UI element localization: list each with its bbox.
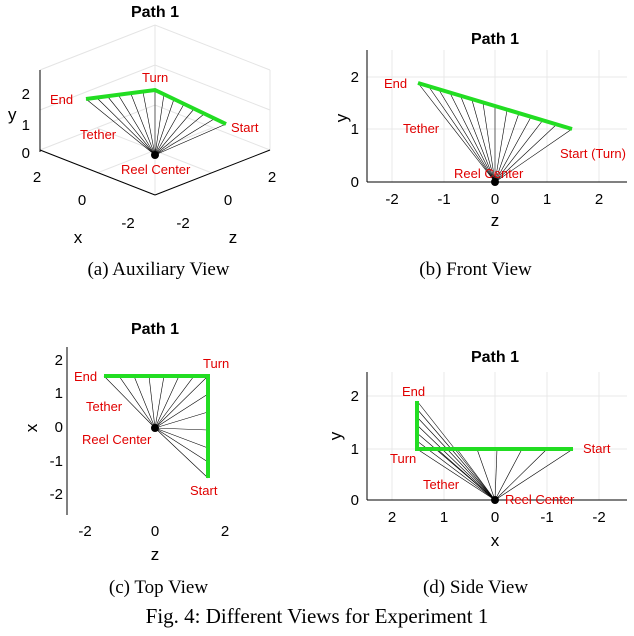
svg-text:0: 0 (491, 191, 499, 208)
svg-text:Tether: Tether (403, 121, 440, 136)
svg-text:Tether: Tether (86, 399, 123, 414)
svg-text:Path 1: Path 1 (471, 349, 519, 366)
svg-text:1: 1 (543, 191, 551, 208)
svg-text:1: 1 (55, 385, 63, 402)
svg-text:-2: -2 (50, 486, 63, 503)
annotation-end: End (50, 92, 73, 107)
svg-text:Path 1: Path 1 (131, 321, 179, 338)
svg-text:-2: -2 (592, 509, 605, 526)
svg-text:1: 1 (440, 509, 448, 526)
chart-title: Path 1 (131, 4, 179, 21)
y-axis-label: y (8, 105, 17, 124)
annotation-turn: Turn (142, 70, 168, 85)
reel-center-marker (491, 496, 499, 504)
caption-b: (b) Front View (419, 259, 532, 280)
svg-text:2: 2 (268, 169, 276, 186)
grid (367, 50, 627, 182)
annotation-start: Start (231, 120, 259, 135)
svg-text:0: 0 (151, 523, 159, 540)
svg-text:2: 2 (351, 388, 359, 405)
svg-text:0: 0 (78, 192, 86, 209)
z-axis-label: z (229, 228, 238, 247)
svg-text:Turn: Turn (203, 356, 229, 371)
chart-top-view: Path 1 2 1 0 -1 -2 x -2 0 2 z End Turn T… (22, 321, 229, 564)
svg-text:Reel Center: Reel Center (505, 492, 575, 507)
grid (367, 372, 627, 500)
svg-text:End: End (384, 76, 407, 91)
caption-d: (d) Side View (422, 577, 529, 598)
svg-text:0: 0 (224, 192, 232, 209)
svg-text:-2: -2 (385, 191, 398, 208)
svg-text:0: 0 (351, 492, 359, 509)
svg-text:-1: -1 (540, 509, 553, 526)
annotation-reel-center: Reel Center (121, 162, 191, 177)
chart-front-view: Path 1 2 1 0 y -2 -1 0 1 2 z End Tether … (332, 31, 627, 230)
svg-text:Start: Start (583, 441, 611, 456)
chart-side-view: Path 1 2 1 0 y 2 1 0 -1 -2 x End Turn Te… (326, 349, 627, 550)
svg-text:2: 2 (351, 69, 359, 86)
svg-text:-2: -2 (176, 215, 189, 232)
svg-text:0: 0 (22, 145, 30, 162)
svg-text:Tether: Tether (423, 477, 460, 492)
tether-lines (417, 82, 573, 183)
flight-path (104, 374, 210, 478)
svg-text:-2: -2 (78, 523, 91, 540)
svg-text:End: End (74, 369, 97, 384)
svg-text:x: x (22, 423, 41, 432)
svg-text:Start (Turn): Start (Turn) (560, 146, 626, 161)
svg-text:0: 0 (351, 174, 359, 191)
svg-text:Turn: Turn (390, 451, 416, 466)
svg-text:x: x (491, 531, 500, 550)
flight-path (85, 87, 227, 126)
reel-center-marker (151, 151, 159, 159)
svg-text:2: 2 (221, 523, 229, 540)
annotation-tether: Tether (80, 127, 117, 142)
reel-center-marker (491, 178, 499, 186)
figure-caption: Fig. 4: Different Views for Experiment 1 (145, 604, 489, 628)
svg-text:Reel Center: Reel Center (82, 432, 152, 447)
flight-path (415, 401, 573, 451)
x-axis-label: x (74, 228, 83, 247)
svg-text:2: 2 (33, 169, 41, 186)
tether-lines (103, 375, 209, 479)
svg-text:-1: -1 (437, 191, 450, 208)
svg-text:y: y (326, 431, 345, 440)
tether-lines (85, 90, 227, 156)
svg-text:Reel Center: Reel Center (454, 166, 524, 181)
caption-c: (c) Top View (108, 577, 209, 598)
svg-text:0: 0 (491, 509, 499, 526)
svg-text:y: y (332, 113, 351, 122)
svg-text:Path 1: Path 1 (471, 31, 519, 48)
svg-text:1: 1 (351, 441, 359, 458)
svg-text:2: 2 (595, 191, 603, 208)
svg-text:2: 2 (388, 509, 396, 526)
reel-center-marker (151, 424, 159, 432)
svg-text:z: z (491, 211, 500, 230)
chart-auxiliary-view: Path 1 2 1 0 y 2 0 -2 x -2 0 2 z En (8, 4, 276, 247)
svg-text:-2: -2 (121, 215, 134, 232)
svg-text:-1: -1 (50, 453, 63, 470)
svg-text:Start: Start (190, 483, 218, 498)
svg-text:0: 0 (55, 419, 63, 436)
svg-text:2: 2 (55, 352, 63, 369)
svg-text:1: 1 (351, 121, 359, 138)
svg-text:1: 1 (22, 117, 30, 134)
3d-axes (39, 70, 271, 196)
svg-text:2: 2 (22, 86, 30, 103)
flight-path (417, 81, 573, 131)
svg-text:End: End (402, 384, 425, 399)
tether-lines (416, 400, 574, 501)
caption-a: (a) Auxiliary View (87, 259, 230, 280)
svg-text:z: z (151, 545, 160, 564)
axes (366, 50, 627, 183)
